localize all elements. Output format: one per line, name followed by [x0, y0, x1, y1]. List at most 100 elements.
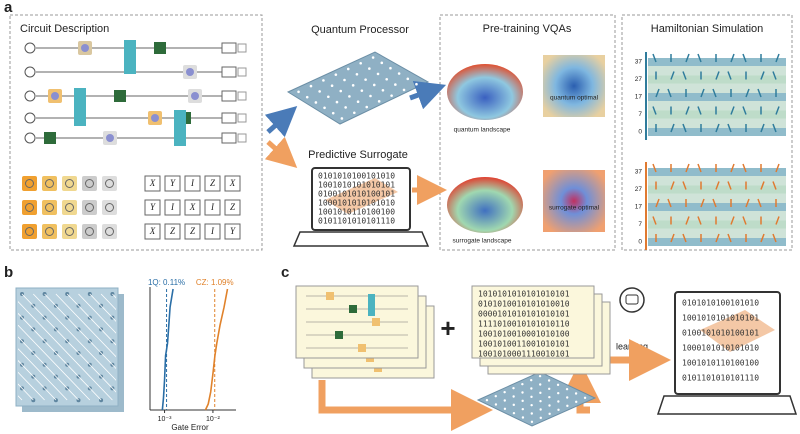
pauli-box	[204, 175, 221, 192]
gate	[44, 132, 56, 144]
box	[439, 14, 616, 251]
coupler	[44, 293, 116, 369]
qubit	[521, 416, 525, 419]
panel-label: c	[281, 264, 289, 281]
spin	[682, 71, 687, 80]
robot-icon	[619, 287, 645, 313]
gate	[191, 92, 199, 100]
tick-label: 27	[635, 186, 643, 193]
gate	[124, 40, 136, 74]
stripe	[648, 58, 786, 66]
spin	[697, 216, 702, 225]
spin	[712, 88, 717, 98]
laptop-base	[656, 395, 798, 415]
tick-label: 7	[638, 221, 642, 228]
stripe	[648, 220, 786, 229]
spin	[742, 106, 747, 115]
qubit	[356, 100, 360, 104]
spin	[652, 53, 657, 63]
spin	[730, 53, 735, 63]
spin	[742, 163, 747, 173]
qubit	[539, 391, 542, 395]
coupler	[18, 348, 68, 401]
binary-text: 1001010010001010100	[478, 330, 570, 339]
landscape	[447, 177, 523, 233]
qubit	[327, 95, 330, 99]
pauli-label: Z	[170, 226, 176, 236]
rotation-icon	[82, 200, 97, 215]
qubit	[377, 100, 381, 103]
tick-label: 37	[635, 59, 643, 66]
title: Circuit Description	[20, 23, 109, 35]
qubit	[309, 84, 313, 88]
atom-icon	[24, 66, 36, 78]
atom-icon	[24, 132, 36, 144]
qubit	[305, 95, 309, 99]
gate	[114, 90, 126, 102]
coupler	[18, 312, 102, 401]
pauli-box	[204, 223, 221, 240]
heatmap	[543, 55, 605, 117]
qubit	[521, 399, 524, 403]
qubit	[380, 61, 384, 65]
binary-text: 1001010110100100	[682, 359, 759, 368]
stripe	[648, 185, 786, 194]
qubit	[557, 408, 560, 412]
spin	[775, 163, 780, 173]
spin	[727, 233, 732, 243]
pauli-box	[144, 199, 161, 216]
caption: quantum landscape	[454, 127, 511, 134]
binary-text: 0101010010101010010	[478, 300, 570, 309]
spin	[700, 198, 705, 208]
qubit	[512, 411, 516, 415]
qubit	[556, 383, 560, 387]
coupler	[89, 293, 116, 322]
pauli-label: X	[189, 202, 196, 212]
caption: surrogate optimal	[549, 205, 600, 212]
spin	[727, 123, 732, 133]
spin	[745, 88, 750, 98]
rotation-icon	[42, 200, 57, 215]
gate	[368, 294, 375, 316]
qubit	[494, 394, 497, 398]
spin	[667, 88, 672, 98]
gate	[81, 44, 89, 52]
qubit	[381, 88, 385, 92]
tick-label: 17	[635, 94, 643, 101]
qubit	[390, 94, 393, 97]
pauli-box	[164, 175, 181, 192]
pauli-label: I	[190, 178, 195, 188]
spin	[670, 181, 675, 190]
gate	[154, 42, 166, 54]
measure	[221, 132, 237, 144]
spin	[697, 106, 702, 115]
arrow	[264, 136, 298, 168]
qubit	[539, 399, 542, 403]
spin	[727, 181, 732, 190]
rotation-icon	[82, 224, 97, 239]
gate	[151, 114, 159, 122]
caption: quantum optimal	[550, 95, 599, 102]
spin	[697, 53, 702, 63]
measure	[221, 90, 237, 102]
spin	[712, 198, 717, 208]
spin	[715, 181, 720, 190]
gate	[358, 344, 366, 352]
measure	[221, 66, 237, 78]
qubit	[339, 89, 343, 93]
spin	[775, 53, 780, 63]
binary-text: 1000101010101010	[682, 344, 759, 353]
binary-text: 1001010001110010101	[478, 350, 570, 359]
rotation-icon	[25, 227, 34, 236]
x-axis-label: Gate Error	[171, 423, 209, 432]
coupler	[21, 293, 116, 393]
chip	[325, 178, 398, 214]
measure	[237, 67, 247, 77]
pauli-label: I	[170, 202, 175, 212]
pauli-box	[224, 175, 241, 192]
robot-icon	[625, 294, 639, 305]
qubit	[330, 84, 334, 88]
qubit	[331, 111, 335, 115]
qubit	[335, 100, 339, 104]
qubit	[557, 400, 560, 403]
